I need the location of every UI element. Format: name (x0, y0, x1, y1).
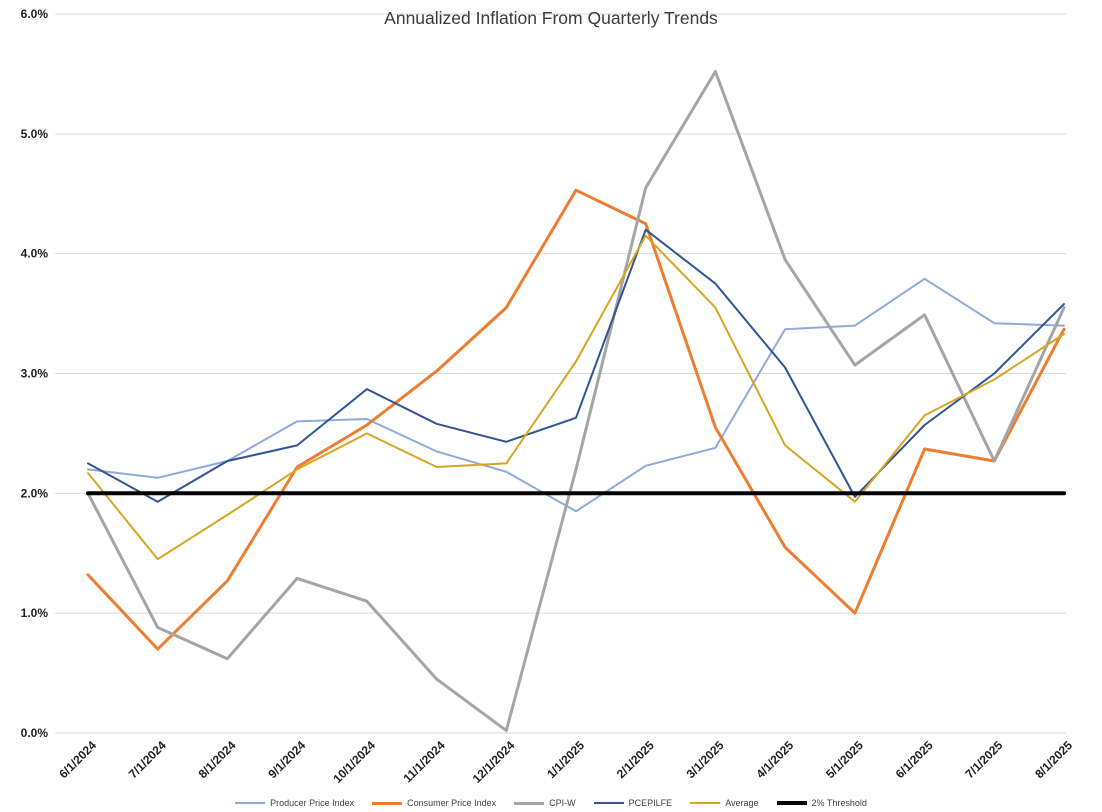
y-axis-label: 6.0% (21, 7, 49, 21)
legend-item-average: Average (690, 798, 759, 808)
x-axis-label: 4/1/2025 (753, 738, 796, 781)
legend-swatch-2-threshold (776, 801, 807, 805)
y-axis-labels: 0.0% 1.0% 2.0% 3.0% 4.0% 5.0% 6.0% (21, 7, 49, 740)
x-axis-label: 5/1/2025 (823, 738, 866, 781)
gridlines (55, 13, 1066, 734)
series-line-producer-price-index (87, 277, 1065, 513)
legend-label-average: Average (725, 798, 759, 808)
series-line-pcepilfe (87, 228, 1065, 503)
legend-swatch-consumer-price-index (372, 801, 403, 805)
y-axis-label: 3.0% (21, 367, 49, 381)
legend-label-2-threshold: 2% Threshold (811, 798, 867, 808)
y-axis-label: 5.0% (21, 127, 49, 141)
legend-label-pcepilfe: PCEPILFE (628, 798, 673, 808)
y-axis-label: 1.0% (21, 606, 49, 620)
series-line-cpi-w (86, 70, 1066, 733)
x-axis-label: 11/1/2024 (401, 738, 448, 785)
legend-label-producer-price-index: Producer Price Index (270, 798, 355, 808)
legend-swatch-cpi-w (514, 801, 545, 805)
x-axis-label: 7/1/2024 (126, 738, 169, 781)
legend-item-cpi-w: CPI-W (514, 798, 576, 808)
legend-swatch-average (690, 802, 721, 804)
series-line-average (87, 234, 1065, 561)
x-axis-label: 3/1/2025 (684, 738, 727, 781)
x-axis-label: 1/1/2025 (544, 738, 587, 781)
legend-label-consumer-price-index: Consumer Price Index (407, 798, 497, 808)
x-axis-label: 6/1/2025 (893, 738, 936, 781)
legend-swatch-producer-price-index (235, 802, 266, 804)
x-axis-label: 9/1/2024 (265, 738, 308, 781)
x-axis-label: 12/1/2024 (470, 738, 518, 786)
x-axis-label: 6/1/2024 (56, 738, 99, 781)
x-axis-label: 7/1/2025 (962, 738, 1005, 781)
chart-legend: Producer Price Index Consumer Price Index… (0, 798, 1102, 808)
x-axis-label: 10/1/2024 (330, 738, 378, 786)
x-axis-label: 8/1/2024 (196, 738, 239, 781)
legend-item-consumer-price-index: Consumer Price Index (372, 798, 496, 808)
legend-item-pcepilfe: PCEPILFE (593, 798, 673, 808)
y-axis-label: 2.0% (21, 486, 49, 500)
y-axis-label: 0.0% (21, 726, 49, 740)
legend-swatch-pcepilfe (593, 802, 624, 804)
legend-item-producer-price-index: Producer Price Index (235, 798, 354, 808)
series-lines (86, 70, 1066, 733)
x-axis-labels: 6/1/2024 7/1/2024 8/1/2024 9/1/2024 10/1/202… (56, 738, 1075, 786)
legend-item-2-threshold: 2% Threshold (776, 798, 867, 808)
series-line-consumer-price-index (86, 188, 1066, 651)
x-axis-label: 8/1/2025 (1032, 738, 1075, 781)
legend-label-cpi-w: CPI-W (549, 798, 576, 808)
y-axis-label: 4.0% (21, 247, 49, 261)
x-axis-label: 2/1/2025 (614, 738, 657, 781)
